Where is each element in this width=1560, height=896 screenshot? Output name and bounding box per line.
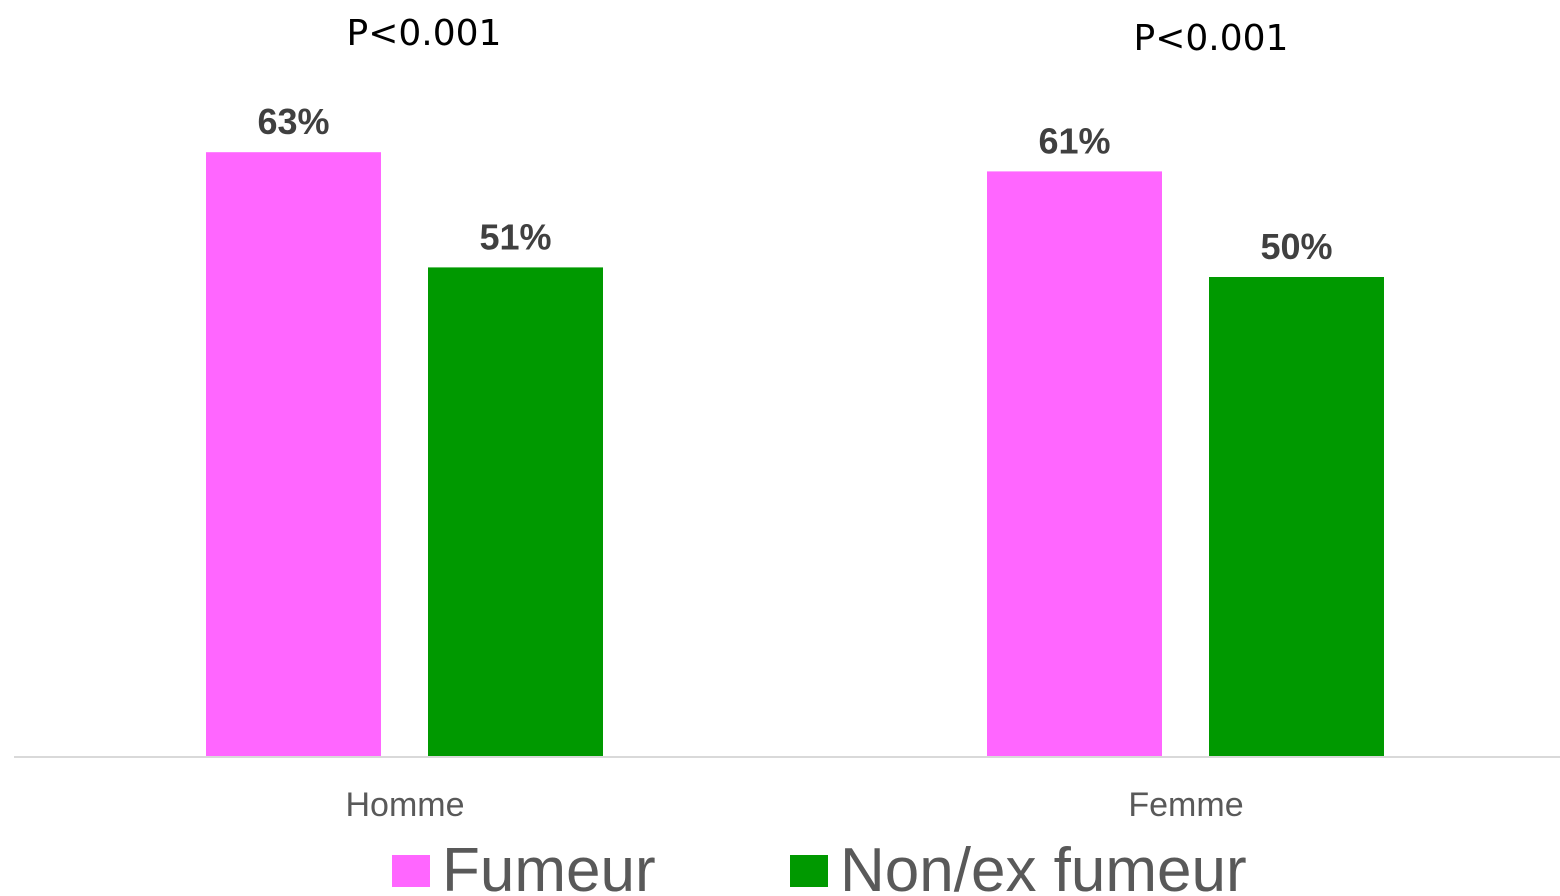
legend-swatch: [392, 855, 430, 887]
data-label: 61%: [1038, 120, 1110, 161]
legend: Fumeur Non/ex fumeur: [392, 836, 1247, 896]
bar-homme-series-0: [206, 152, 381, 757]
bar-homme-series-1: [428, 267, 603, 757]
legend-swatch: [790, 855, 828, 887]
p-value-annotation: P<0.001: [1134, 18, 1289, 59]
bars-layer: [206, 152, 1384, 757]
data-label: 50%: [1260, 226, 1332, 267]
data-labels-layer: 63% 51% 61% 50%: [257, 101, 1332, 267]
p-value-annotation: P<0.001: [347, 13, 502, 54]
p-value-annotations-layer: P<0.001 P<0.001: [347, 13, 1289, 59]
bar-femme-series-1: [1209, 277, 1384, 757]
category-label: Femme: [1128, 786, 1243, 824]
data-label: 51%: [479, 216, 551, 257]
legend-label: Fumeur: [442, 836, 656, 896]
category-label: Homme: [345, 786, 464, 824]
category-labels-layer: Homme Femme: [345, 786, 1243, 824]
legend-label: Non/ex fumeur: [840, 836, 1247, 896]
data-label: 63%: [257, 101, 329, 142]
bar-femme-series-0: [987, 171, 1162, 757]
